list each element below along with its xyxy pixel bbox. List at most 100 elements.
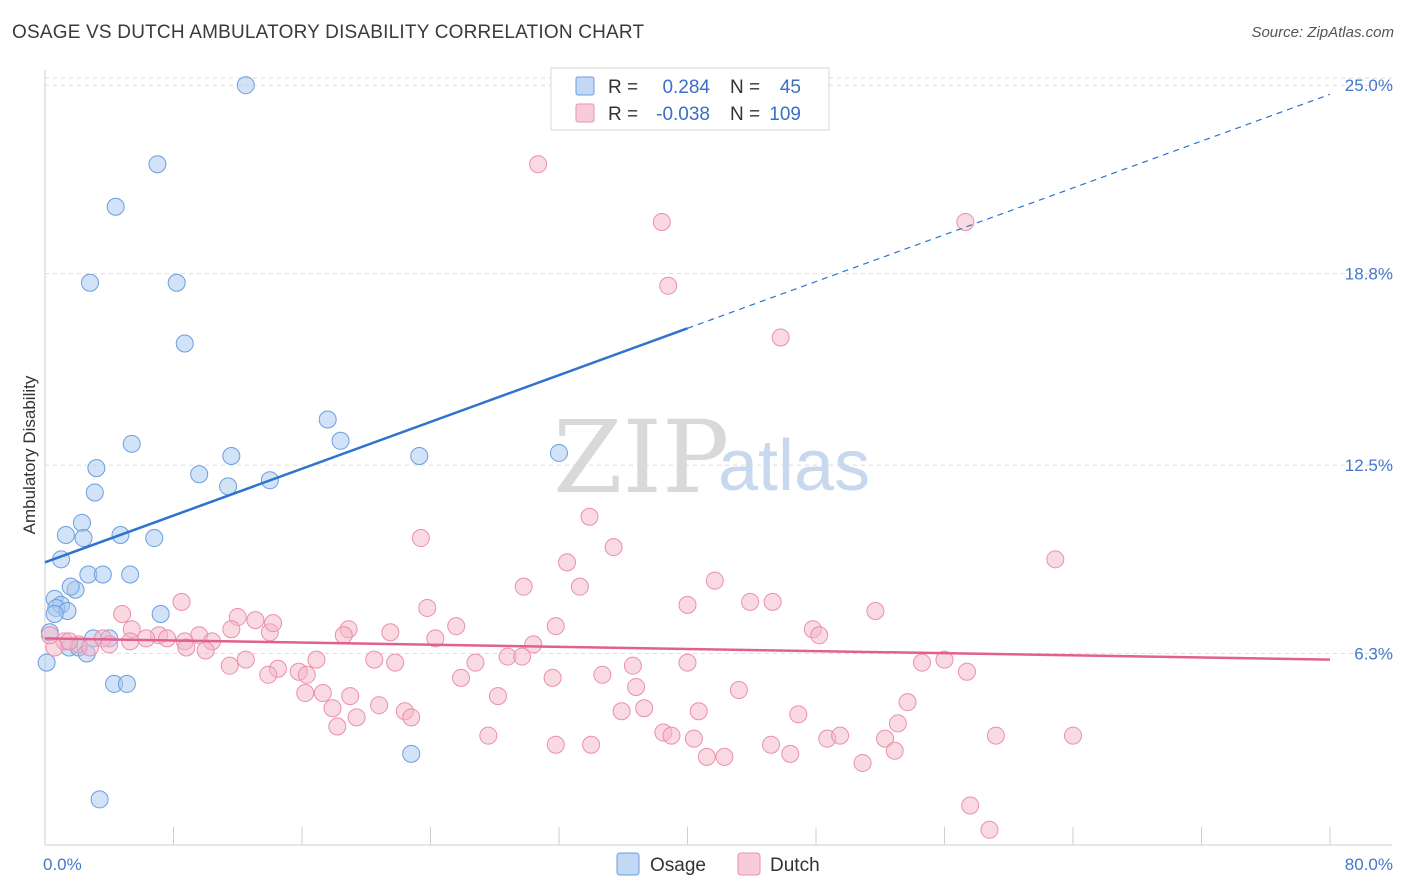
dutch-point (196, 641, 215, 660)
dutch-point (488, 687, 507, 706)
dutch-point (763, 592, 782, 611)
dutch-point (662, 726, 681, 745)
dutch-point (956, 212, 975, 231)
dutch-point (514, 577, 533, 596)
osage-point (550, 443, 568, 462)
osage-point (167, 273, 186, 292)
watermark-zip: ZIP (553, 399, 729, 516)
dutch-point (885, 741, 904, 760)
dutch-point (543, 668, 562, 687)
osage-point (402, 744, 421, 763)
dutch-point (715, 747, 734, 766)
dutch-point (593, 665, 612, 684)
y-tick-label: 25.0% (1345, 76, 1393, 95)
dutch-point (580, 507, 599, 526)
legend-n-value-dutch: 109 (769, 104, 801, 125)
legend-n-value-osage: 45 (780, 77, 801, 98)
dutch-point (876, 729, 895, 748)
legend-r-value-dutch: -0.038 (656, 104, 710, 125)
dutch-point (236, 650, 255, 669)
legend-n-label: N = (730, 77, 760, 98)
watermark-atlas: atlas (718, 426, 870, 506)
legend-top: R = 0.284 N = 45 R = -0.038 N = 109 (550, 67, 830, 131)
dutch-point (341, 687, 360, 706)
osage-point (106, 197, 125, 216)
dutch-point (913, 653, 932, 672)
osage-point (80, 273, 99, 292)
osage-point (37, 653, 56, 672)
osage-point (45, 605, 64, 624)
dutch-point (789, 705, 808, 724)
x-tick-label: 80.0% (1345, 855, 1393, 874)
dutch-point (80, 638, 99, 657)
dutch-point (297, 665, 316, 684)
legend-r-value-osage: 0.284 (662, 77, 710, 98)
x-tick-label: 0.0% (43, 855, 82, 874)
dutch-point (546, 735, 565, 754)
osage-point (190, 465, 209, 484)
osage-point (61, 577, 80, 596)
dutch-point (705, 571, 724, 590)
legend-bottom-swatch-osage (616, 852, 640, 876)
dutch-point (452, 668, 471, 687)
osage-point (56, 526, 75, 544)
chart-title: OSAGE VS DUTCH AMBULATORY DISABILITY COR… (12, 22, 645, 43)
dutch-point (381, 623, 400, 642)
osage-point (236, 76, 255, 95)
watermark: ZIP atlas (553, 399, 870, 516)
y-tick-label: 18.8% (1345, 265, 1393, 284)
osage-point (151, 605, 170, 624)
dutch-point (935, 650, 954, 669)
osage-point (148, 155, 167, 174)
dutch-point (898, 693, 917, 712)
legend-bottom-label-dutch: Dutch (770, 855, 820, 876)
dutch-point (612, 702, 631, 721)
osage-point (90, 790, 109, 809)
dutch-point (697, 747, 716, 766)
dutch-point (513, 647, 532, 666)
dutch-trend-line (44, 637, 1331, 661)
dutch-point (729, 681, 748, 699)
gridlines (45, 77, 1392, 655)
y-axis-label: Ambulatory Disability (20, 375, 39, 534)
legend-r-label: R = (608, 104, 638, 125)
dutch-point (296, 684, 315, 703)
dutch-point (684, 729, 703, 748)
osage-point (85, 483, 104, 502)
osage-point (175, 334, 194, 353)
dutch-point (365, 650, 384, 669)
trend-lines (44, 93, 1331, 661)
dutch-point (40, 626, 59, 645)
source-label: Source: ZipAtlas.com (1251, 24, 1394, 41)
legend-swatch-dutch (575, 103, 595, 123)
dutch-point (678, 653, 697, 672)
dutch-point (334, 626, 353, 645)
dutch-point (582, 735, 601, 754)
dutch-point (307, 650, 326, 669)
dutch-point (1046, 550, 1065, 569)
axes: 6.3% 12.5% 18.8% 25.0% 0.0% 80.0% (43, 70, 1393, 874)
osage-point (74, 529, 93, 548)
osage-point (410, 446, 429, 465)
legend-swatch-osage (575, 76, 595, 96)
osage-point (222, 446, 241, 465)
dutch-point (781, 744, 800, 763)
dutch-point (323, 699, 342, 718)
dutch-point (158, 629, 177, 648)
dutch-point (762, 735, 781, 754)
dutch-point (810, 626, 829, 645)
dutch-point (604, 538, 623, 557)
osage-trend-line (44, 327, 688, 564)
dutch-point (402, 708, 421, 727)
dutch-point (347, 708, 366, 727)
dutch-point (370, 696, 389, 715)
dutch-point (479, 726, 498, 745)
dutch-point (741, 592, 760, 611)
osage-point (87, 459, 106, 478)
dutch-point (60, 632, 79, 651)
legend-bottom-swatch-dutch (737, 852, 761, 876)
y-tick-label: 6.3% (1354, 645, 1393, 664)
dutch-point (177, 638, 196, 657)
dutch-point (524, 635, 543, 654)
